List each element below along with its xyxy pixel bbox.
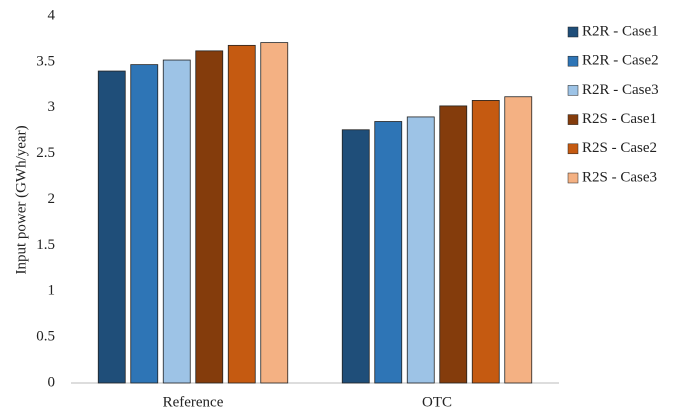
y-tick-label: 0 (48, 374, 56, 390)
y-tick-label: 1 (48, 283, 56, 299)
bar (504, 96, 533, 384)
legend-label: R2R - Case1 (582, 23, 659, 39)
bar (162, 59, 191, 384)
legend-label: R2S - Case1 (582, 111, 657, 127)
y-tick-label: 2 (48, 191, 56, 207)
legend-swatch (567, 26, 579, 38)
y-tick-label: 1.5 (36, 237, 55, 253)
legend-swatch (567, 85, 579, 96)
bar (374, 121, 403, 384)
bar (406, 116, 435, 384)
legend-swatch (567, 143, 579, 155)
bar (471, 100, 500, 384)
bar (260, 42, 289, 384)
x-tick-label: Reference (163, 394, 224, 410)
legend-label: R2R - Case3 (582, 82, 659, 98)
legend-label: R2S - Case2 (582, 140, 657, 156)
legend-swatch (567, 55, 579, 67)
bar (341, 129, 370, 384)
bar (227, 44, 256, 384)
legend-label: R2S - Case3 (582, 169, 657, 185)
x-tick-label: OTC (422, 394, 452, 410)
y-tick-label: 3 (48, 99, 56, 115)
bar (439, 105, 468, 384)
legend-swatch (567, 172, 579, 184)
bar (195, 50, 224, 384)
legend-swatch (567, 114, 579, 125)
y-axis-label: Input power (GWh/year) (13, 125, 29, 274)
bar (97, 70, 126, 384)
y-tick-label: 3.5 (36, 53, 55, 69)
y-tick-label: 4 (48, 7, 56, 23)
legend-label: R2R - Case2 (582, 53, 659, 69)
y-tick-label: 2.5 (36, 145, 55, 161)
bar (130, 64, 159, 384)
y-tick-label: 0.5 (36, 329, 55, 345)
